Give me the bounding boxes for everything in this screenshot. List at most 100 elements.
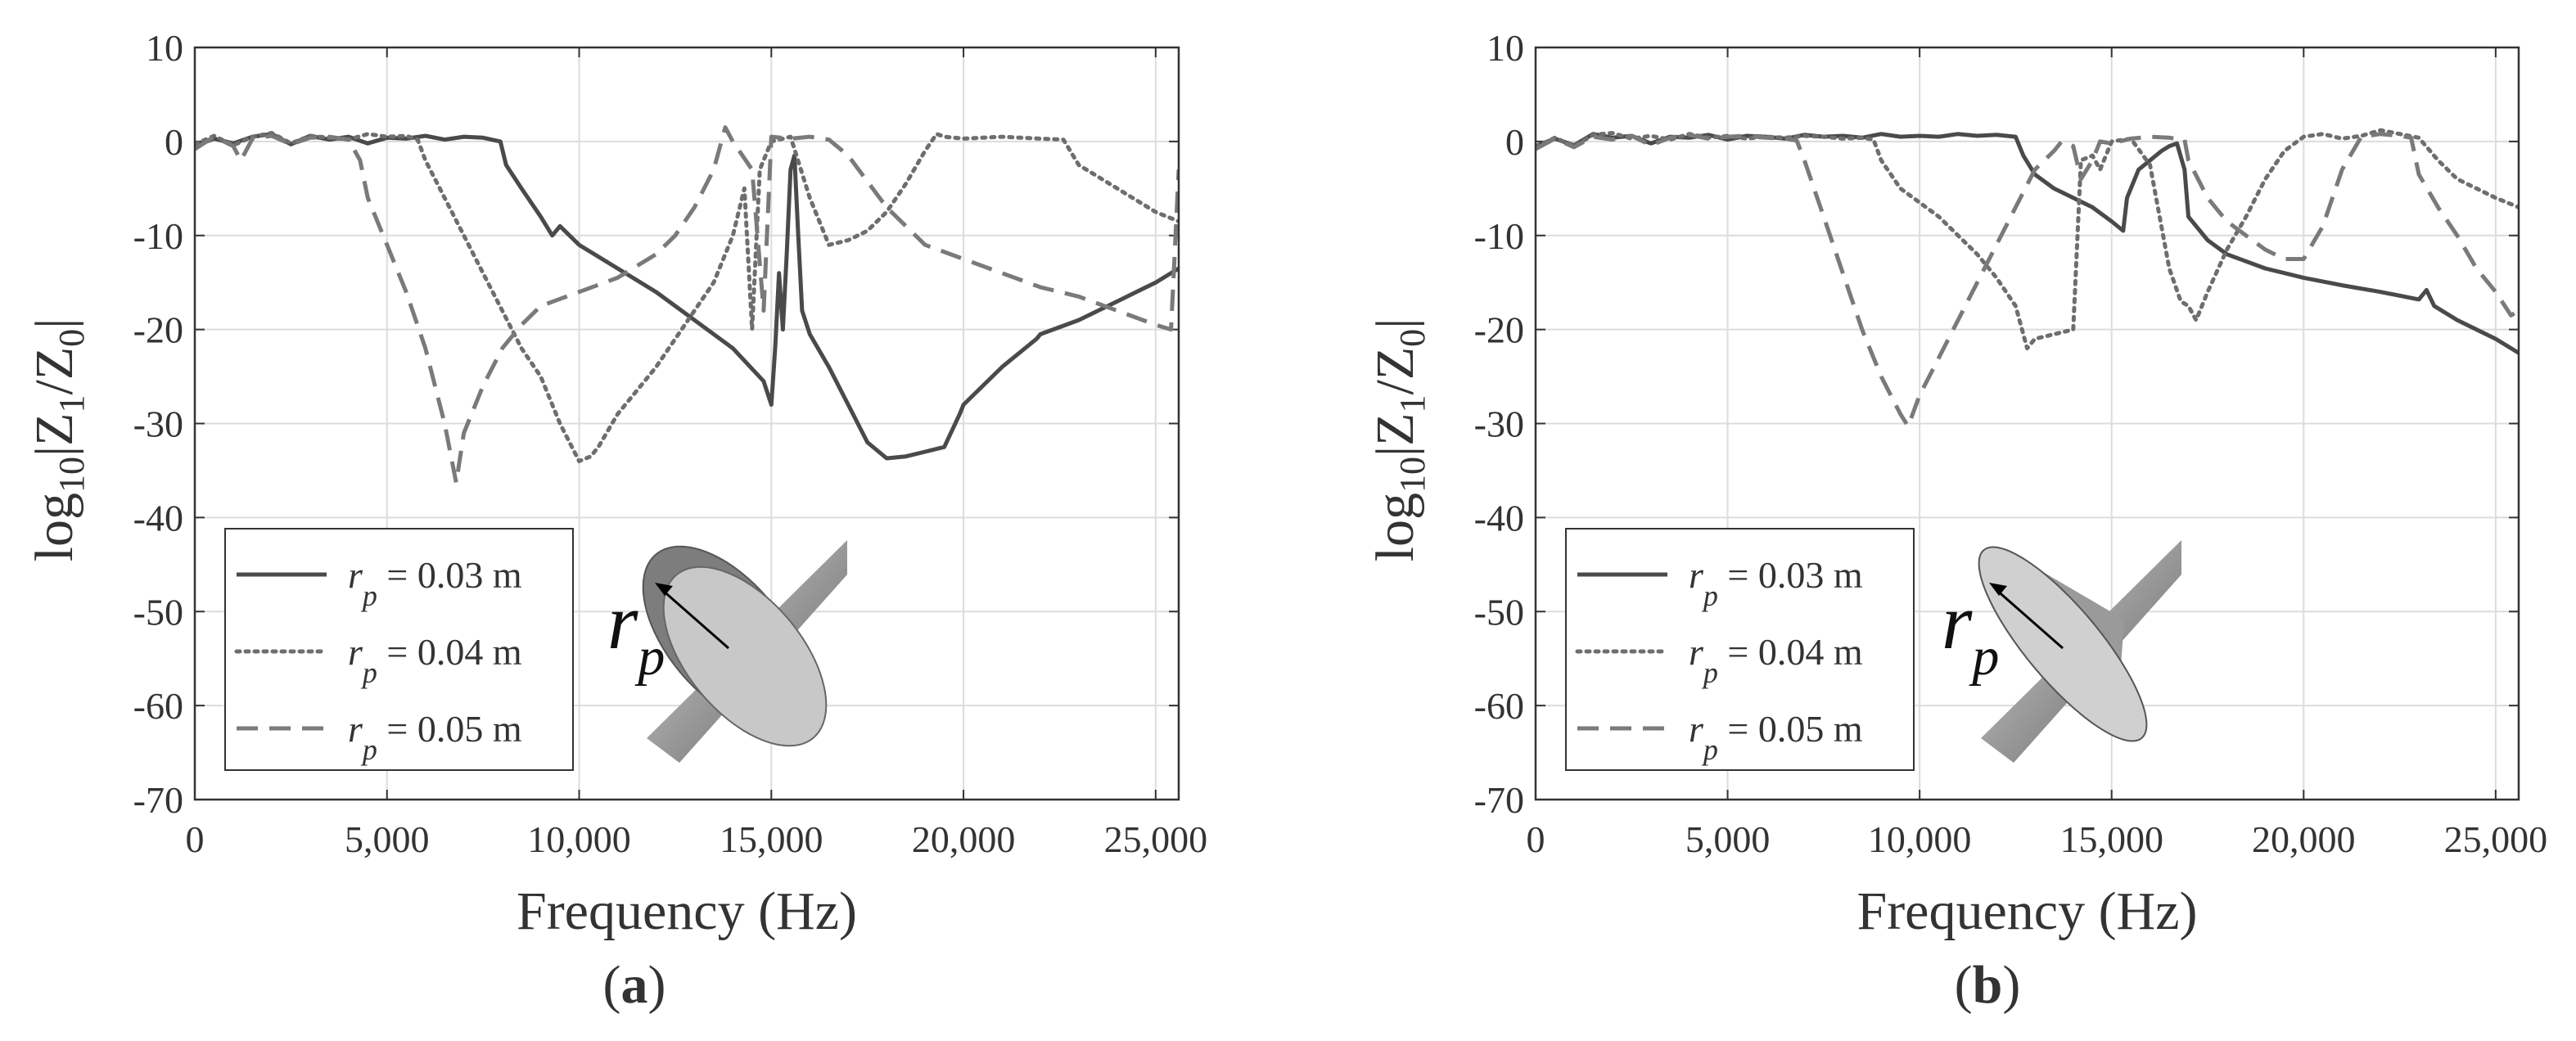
legend-entry: rp = 0.05 m	[1689, 708, 1863, 766]
y-tick-label: 10	[146, 27, 183, 69]
y-label-text: |Z	[25, 413, 84, 457]
x-tick-label: 25,000	[2444, 818, 2548, 860]
y-label-log: log	[25, 493, 84, 561]
x-tick-label: 5,000	[1685, 818, 1771, 860]
legend-symbol: r	[1689, 631, 1704, 673]
y-tick-label: -20	[133, 309, 183, 351]
inset-illustration: rp	[1942, 540, 2181, 763]
y-tick-label: -40	[1474, 497, 1524, 539]
y-tick-label: -50	[133, 591, 183, 633]
legend: rp = 0.03 mrp = 0.04 mrp = 0.05 m	[224, 528, 574, 771]
series-line-dashed	[195, 125, 1179, 485]
legend-symbol: r	[1689, 554, 1704, 596]
legend-subscript: p	[1701, 733, 1718, 766]
y-axis-label: log10|Z1/Z0|	[1365, 318, 1432, 562]
y-tick-label: 10	[1487, 27, 1524, 69]
legend-eq: =	[377, 631, 417, 673]
y-label-text: |Z	[1365, 413, 1425, 457]
legend-eq: =	[1718, 631, 1758, 673]
legend-symbol: r	[348, 631, 363, 673]
y-tick-label: -70	[133, 779, 183, 821]
axes-frame	[193, 46, 1180, 801]
legend-subscript: p	[360, 733, 377, 766]
x-tick-label: 10,000	[527, 818, 631, 860]
y-label-sub: 0	[52, 329, 92, 347]
y-tick-label: -10	[133, 215, 183, 257]
y-tick-label: -50	[1474, 591, 1524, 633]
legend-value: 0.04 m	[417, 631, 522, 673]
y-label-sub: 10	[1392, 457, 1432, 493]
legend-entry: rp = 0.05 m	[348, 708, 522, 766]
legend-value: 0.05 m	[417, 708, 522, 750]
caption-paren: )	[2002, 955, 2020, 1015]
y-label-sub: 1	[1392, 395, 1432, 413]
y-tick-label: 0	[1505, 121, 1524, 163]
y-label-text: |	[25, 318, 84, 329]
disc-face	[662, 566, 828, 747]
y-tick-label: -30	[1474, 403, 1524, 445]
series-line-solid	[195, 132, 1179, 461]
y-tick-label: -40	[133, 497, 183, 539]
y-label-sub: 1	[52, 395, 92, 413]
x-tick-label: 0	[186, 818, 205, 860]
y-tick-label: 0	[165, 121, 183, 163]
legend-eq: =	[377, 708, 417, 750]
legend-value: 0.03 m	[1758, 554, 1863, 596]
inset-radius-label: rp	[1942, 578, 1999, 687]
chart-panel-b: 0 5,000 10,000 15,000 20,000 25,000100-10-20-…	[1365, 27, 2547, 1015]
caption-letter: a	[621, 955, 648, 1015]
y-tick-label: -20	[1474, 309, 1524, 351]
radius-arrow-head	[1989, 583, 2007, 596]
legend-subscript: p	[360, 656, 377, 689]
radius-arrow-head	[655, 583, 673, 596]
legend-symbol: r	[1689, 708, 1704, 750]
panel-caption: (a)	[603, 955, 666, 1015]
radius-arrow-line	[1995, 588, 2064, 650]
inset-radius-label: rp	[607, 578, 665, 687]
y-tick-label: -60	[133, 685, 183, 727]
legend-subscript: p	[1701, 579, 1718, 612]
x-tick-label: 0	[1527, 818, 1545, 860]
legend-value: 0.03 m	[417, 554, 522, 596]
radius-arrow-line	[661, 588, 729, 650]
legend-eq: =	[1718, 708, 1758, 750]
x-tick-label: 25,000	[1104, 818, 1208, 860]
chart-panel-a: 0 5,000 10,000 15,000 20,000 25,000100-10-20-…	[25, 27, 1207, 1015]
panel-caption: (b)	[1955, 955, 2021, 1015]
legend-entry: rp = 0.04 m	[1689, 631, 1863, 689]
inset-symbol: r	[607, 578, 638, 665]
legend-symbol: r	[348, 554, 363, 596]
inset-symbol: r	[1942, 578, 1973, 665]
inset-illustration: rp	[607, 540, 847, 763]
x-tick-label: 15,000	[2059, 818, 2163, 860]
legend-eq: =	[377, 554, 417, 596]
legend-entry: rp = 0.03 m	[1689, 554, 1863, 612]
axes-frame	[1534, 46, 2520, 801]
y-label-text: /Z	[1365, 347, 1425, 395]
y-axis-label: log10|Z1/Z0|	[25, 318, 92, 562]
x-tick-label: 10,000	[1868, 818, 1972, 860]
x-axis-label: Frequency (Hz)	[517, 881, 857, 941]
series-line-dashed	[1536, 132, 2519, 429]
y-label-sub: 0	[1392, 329, 1432, 347]
x-tick-label: 15,000	[720, 818, 823, 860]
x-tick-label: 5,000	[345, 818, 430, 860]
y-tick-label: -30	[133, 403, 183, 445]
x-tick-label: 20,000	[2252, 818, 2356, 860]
inset-subscript: p	[1969, 627, 1999, 687]
disc-face	[1978, 546, 2148, 742]
y-label-text: /Z	[25, 347, 84, 395]
legend-subscript: p	[360, 579, 377, 612]
legend-eq: =	[1718, 554, 1758, 596]
x-axis-label: Frequency (Hz)	[1857, 881, 2198, 941]
series-line-dotted	[195, 131, 1179, 463]
series-line-solid	[1536, 132, 2519, 355]
y-tick-label: -60	[1474, 685, 1524, 727]
y-label-text: |	[1365, 318, 1425, 329]
y-label-log: log	[1365, 493, 1425, 561]
legend-value: 0.05 m	[1758, 708, 1863, 750]
inset-subscript: p	[634, 627, 665, 687]
series-line-dotted	[1536, 128, 2519, 351]
x-tick-label: 20,000	[912, 818, 1016, 860]
